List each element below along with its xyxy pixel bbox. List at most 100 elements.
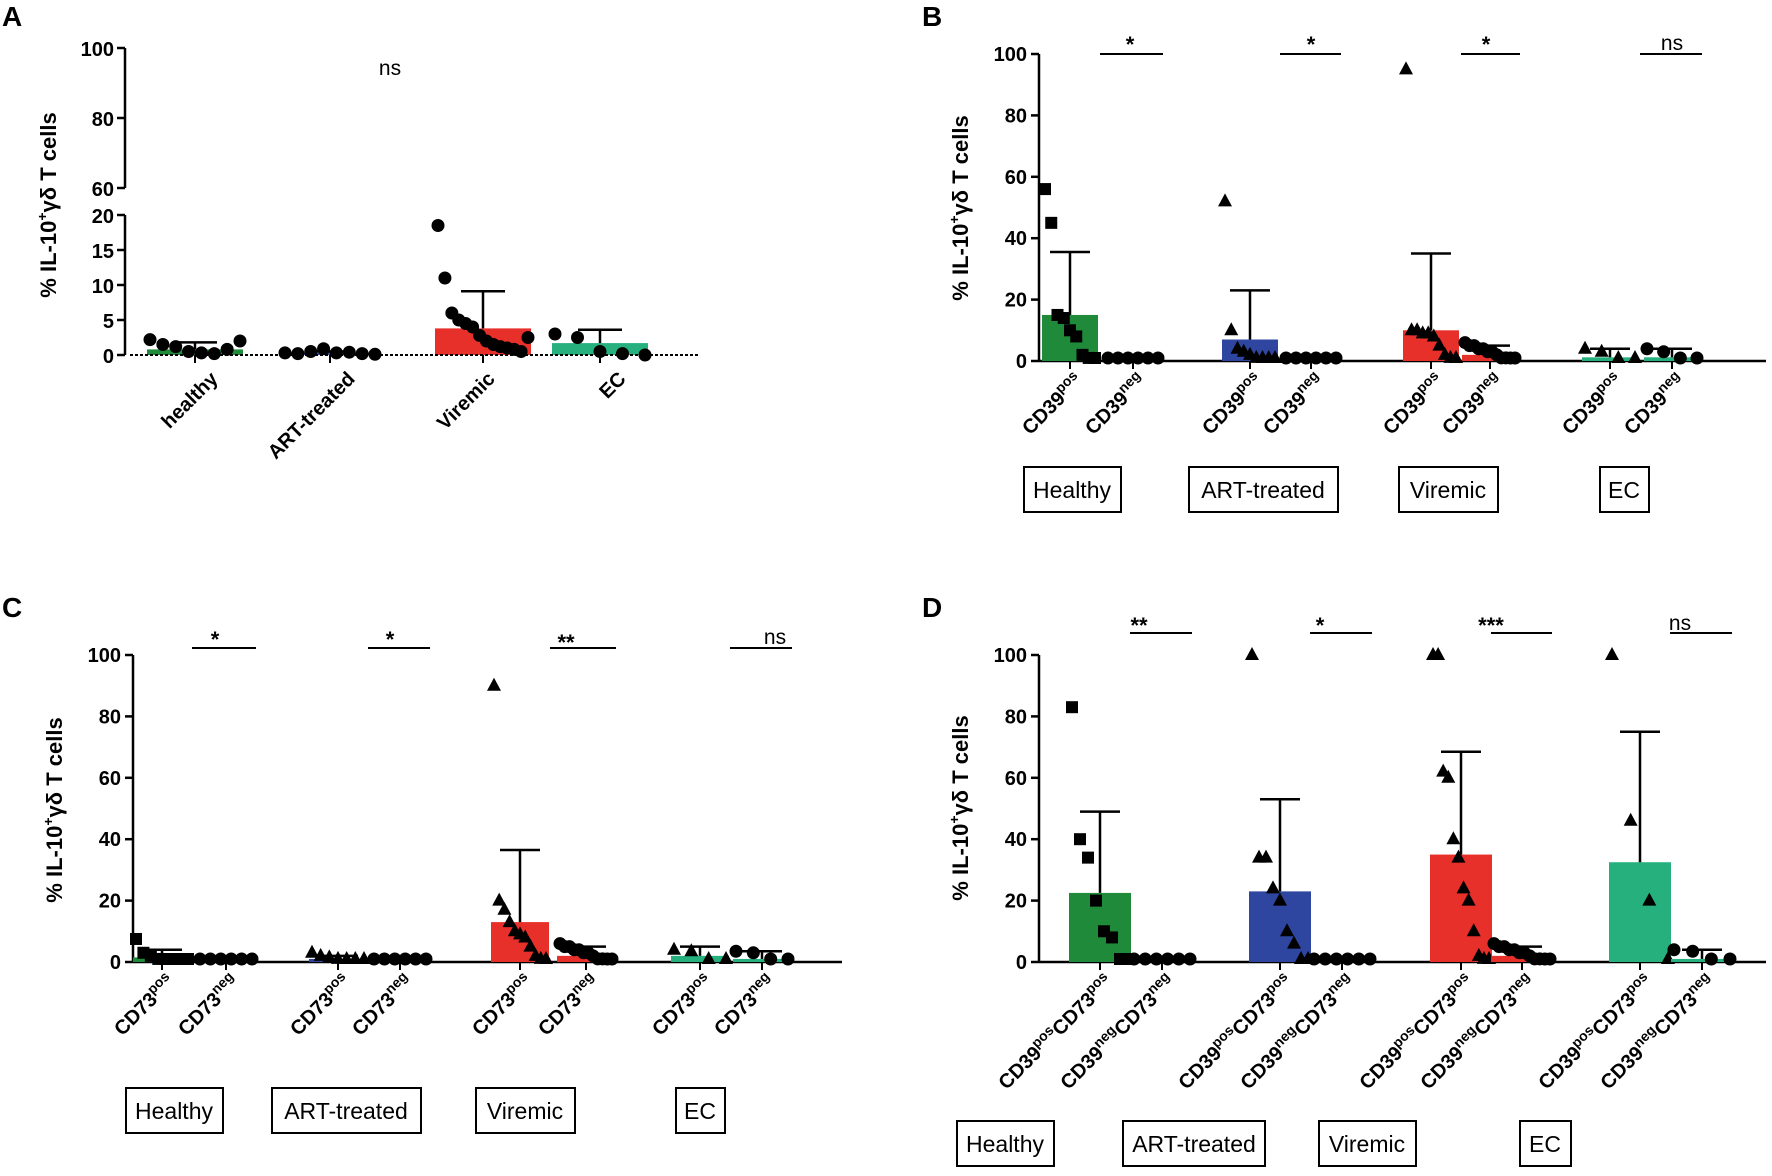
panel-a-category-art-treated: ART-treated — [264, 368, 360, 464]
panel-d-point — [1441, 769, 1456, 783]
panel-d-group-viremic: Viremic — [1329, 1131, 1405, 1157]
panel-b-sig-art: * — [1307, 32, 1316, 57]
panel-d-xlabels: CD39posCD73posCD39negCD73negCD39posCD73p… — [994, 968, 1712, 1094]
panel-a-ytick-100: 100 — [81, 39, 114, 61]
panel-c-point — [746, 946, 760, 960]
panel-a-point — [571, 331, 584, 344]
panel-c-point — [388, 952, 402, 966]
panel-c-point — [357, 951, 371, 964]
panel-d-point — [1127, 952, 1141, 966]
panel-d-ytick-label: 100 — [994, 645, 1027, 667]
panel-a-point — [291, 347, 305, 361]
panel-d-point — [1543, 952, 1557, 966]
panel-b-point — [1449, 350, 1463, 363]
panel-c-ytick-label: 100 — [88, 645, 121, 667]
panel-b-point — [1690, 351, 1704, 365]
panel-a-ytick-80: 80 — [92, 109, 114, 131]
panel-a-significance: ns — [379, 57, 401, 80]
panel-a-point — [355, 347, 369, 361]
panel-c-category-pos: CD73pos — [107, 968, 179, 1040]
panel-d-sig-ec: ns — [1669, 612, 1691, 635]
panel-d-point — [1082, 851, 1094, 864]
panel-b-category-pos: CD39pos — [1376, 367, 1448, 439]
panel-c-point — [235, 952, 249, 966]
panel-b-ytick-label: 20 — [1005, 290, 1027, 312]
panel-b-category-neg: CD39neg — [1078, 367, 1150, 439]
panel-d-point — [1266, 880, 1280, 894]
panel-d-bar — [1671, 958, 1733, 962]
panel-a-point — [342, 345, 356, 359]
panel-a-point — [514, 345, 528, 358]
panel-a-category-viremic: Viremic — [433, 368, 499, 434]
panel-c-point — [419, 952, 433, 966]
panel-d-point — [1466, 923, 1481, 937]
panel-c-category-pos: CD73pos — [465, 968, 537, 1040]
panel-c-point — [781, 952, 795, 966]
panel-b-category-neg: CD39neg — [1256, 367, 1328, 439]
panel-label-b: B — [922, 1, 942, 32]
panel-b-point — [1268, 350, 1282, 363]
panel-c-point — [305, 944, 319, 958]
panel-a-point — [169, 340, 183, 354]
panel-c-point — [497, 901, 512, 915]
panel-b-point — [1111, 351, 1125, 365]
panel-d-point — [1341, 952, 1355, 966]
panel-d-point — [1161, 952, 1175, 966]
panel-b-category-pos: CD39pos — [1555, 367, 1627, 439]
panel-d-group-box-healthy — [956, 1120, 1055, 1167]
panel-a-ytick-10: 10 — [92, 276, 114, 298]
panel-d-point — [1066, 701, 1078, 714]
panel-b-xlabels: CD39posCD39negCD39posCD39negCD39posCD39n… — [1015, 367, 1682, 439]
panel-c-point — [203, 952, 217, 966]
panel-b-ytick-label: 80 — [1005, 105, 1027, 127]
panel-c-point — [182, 953, 194, 965]
panel-a-point — [329, 346, 343, 360]
panel-d-point — [1431, 647, 1446, 660]
panel-d-point — [1446, 831, 1461, 845]
panel-c-xlabels: CD73posCD73negCD73posCD73negCD73posCD73n… — [107, 968, 772, 1040]
panel-a-point — [317, 342, 331, 356]
panel-d-point — [1074, 833, 1086, 846]
panel-d-point — [1456, 880, 1471, 894]
panel-a-point — [233, 334, 247, 348]
panel-b-point — [1319, 351, 1333, 365]
panel-a-point — [304, 345, 318, 358]
panel-b-point — [1141, 351, 1155, 365]
panel-b-group-box-art — [1188, 466, 1339, 513]
panel-c-point — [701, 951, 716, 964]
panel-c-point — [667, 941, 681, 955]
panel-b-category-pos: CD39pos — [1015, 367, 1087, 439]
panel-a-ytick-5: 5 — [103, 311, 114, 333]
panel-d-point — [1723, 952, 1737, 966]
panel-c-bar — [557, 955, 615, 962]
panel-d-bar — [1609, 862, 1671, 962]
panel-c-group-box-viremic — [475, 1087, 576, 1134]
panel-c-ytick-label: 0 — [110, 952, 121, 974]
panel-d-point — [1259, 849, 1273, 863]
panel-c-ytick-label: 80 — [99, 706, 121, 728]
panel-c-point — [764, 952, 778, 966]
panel-b-bar — [1644, 357, 1700, 361]
panel-c-point — [322, 949, 337, 963]
panel-c-point — [719, 951, 733, 964]
panel-b-ytick-label: 0 — [1016, 351, 1027, 373]
panel-b: % IL-10+γδ T cells * * * ns CD39posCD39n… — [946, 32, 1683, 513]
panel-c-point — [729, 944, 743, 958]
panel-b-point — [1224, 322, 1239, 336]
panel-c-point — [193, 952, 207, 966]
panel-a-marks — [117, 46, 700, 363]
panel-b-point — [1309, 351, 1323, 365]
panel-b-sig-viremic: * — [1482, 32, 1491, 57]
panel-c-point — [409, 952, 423, 966]
panel-b-point — [1070, 330, 1083, 343]
panel-d: % IL-10+γδ T cells ** * *** ns CD39posCD… — [946, 612, 1712, 1167]
panel-d-sig-healthy: ** — [1130, 613, 1148, 638]
panel-b-point — [1673, 351, 1687, 365]
panel-b-point — [1218, 193, 1232, 207]
panel-d-point — [1642, 892, 1657, 906]
panel-d-point — [1090, 894, 1102, 907]
panel-c-bar — [733, 958, 791, 962]
panel-label-d: D — [922, 592, 942, 623]
panel-a-point — [143, 333, 157, 347]
panel-b-bar — [1462, 354, 1518, 361]
